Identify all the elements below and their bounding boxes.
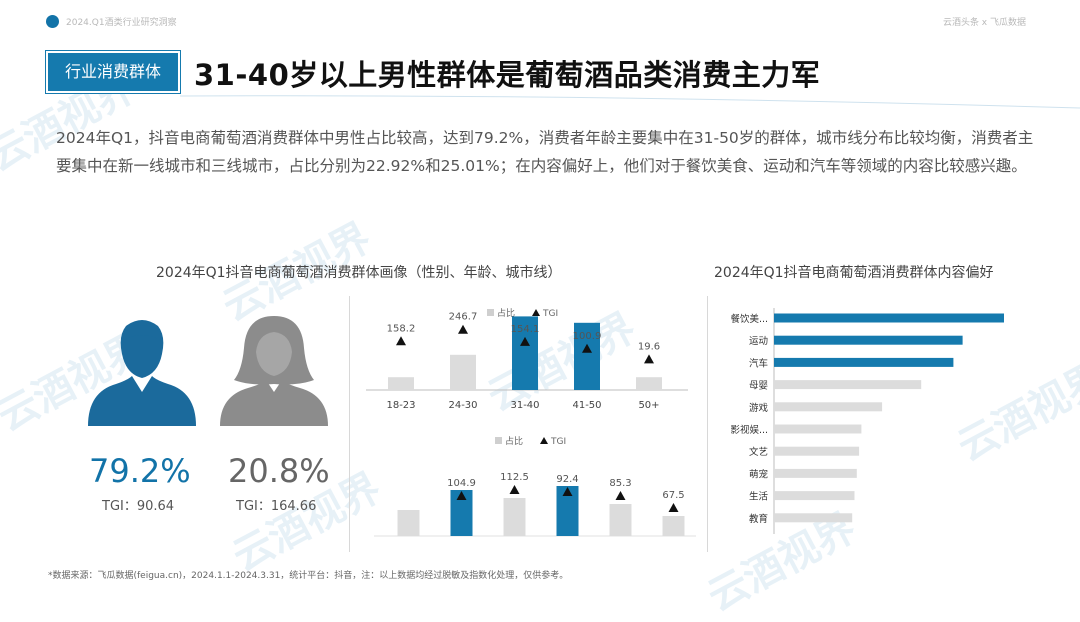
source-footnote: *数据来源：飞瓜数据(feigua.cn)，2024.1.1-2024.3.31…: [48, 571, 569, 581]
tgi-label-city-1: 104.9: [447, 478, 476, 489]
female-user-icon: [220, 316, 328, 426]
x-tick-age-31-40: 31-40: [510, 400, 539, 411]
male-tgi-value: TGI：90.64: [102, 499, 175, 514]
bar-age-50+: [636, 377, 662, 390]
bar-city-3: [556, 486, 579, 536]
left-chart-title: 2024年Q1抖音电商葡萄酒消费群体画像（性别、年龄、城市线）: [156, 265, 562, 281]
report-name: 2024.Q1酒类行业研究洞察: [66, 18, 177, 28]
x-tick-age-18-23: 18-23: [386, 400, 415, 411]
tgi-label-city-5: 67.5: [662, 490, 684, 501]
x-tick-age-41-50: 41-50: [572, 400, 601, 411]
bar-age-24-30: [450, 354, 476, 390]
bar-interest-3: [774, 380, 922, 390]
tgi-marker-age-41-50: [582, 343, 592, 353]
divider: [707, 296, 708, 552]
bar-interest-0: [774, 313, 1004, 323]
bar-city-1: [450, 490, 473, 536]
bar-city-4: [609, 504, 632, 536]
legend-marker-tgi: [540, 437, 548, 444]
bar-interest-6: [774, 446, 860, 456]
y-tick-3: 母婴: [749, 381, 768, 392]
tgi-label-city-2: 112.5: [500, 472, 529, 483]
tgi-marker-city-2: [509, 485, 520, 494]
tgi-label-age-41-50: 100.9: [573, 331, 602, 342]
legend-label-tgi: TGI: [542, 309, 558, 319]
tgi-marker-age-31-40: [520, 336, 530, 346]
tgi-label-age-18-23: 158.2: [387, 323, 416, 334]
summary-text: 2024年Q1，抖音电商葡萄酒消费群体中男性占比较高，达到79.2%，消费者年龄…: [56, 129, 1034, 175]
bar-interest-5: [774, 424, 862, 434]
female-share-value: 20.8%: [228, 452, 330, 490]
headline-rule: [0, 93, 1080, 109]
tgi-label-age-31-40: 154.1: [511, 324, 540, 335]
tgi-marker-city-5: [668, 503, 679, 512]
y-tick-8: 生活: [749, 491, 769, 503]
y-tick-2: 汽车: [749, 357, 768, 369]
y-tick-0: 餐饮美...: [730, 313, 768, 325]
tgi-marker-city-4: [615, 491, 626, 500]
male-share-value: 79.2%: [89, 452, 191, 490]
y-tick-4: 游戏: [749, 402, 769, 414]
tgi-label-city-4: 85.3: [609, 478, 631, 489]
legend-swatch-share: [487, 309, 494, 316]
bar-age-18-23: [388, 377, 414, 390]
y-tick-1: 运动: [749, 336, 768, 347]
bar-age-41-50: [574, 322, 600, 390]
section-tag: 行业消费群体: [48, 53, 178, 91]
bar-interest-8: [774, 491, 855, 501]
divider: [349, 296, 350, 552]
bar-age-31-40: [512, 316, 538, 390]
bar-interest-1: [774, 335, 963, 345]
x-tick-age-50+: 50+: [638, 400, 659, 411]
legend-swatch-share: [495, 437, 502, 444]
tgi-marker-age-18-23: [396, 336, 406, 346]
tgi-marker-city-3: [562, 487, 573, 496]
legend-marker-tgi: [532, 309, 540, 316]
legend-label-tgi: TGI: [550, 437, 566, 447]
logo-icon: [46, 15, 59, 28]
city-tier-chart: 占比 TGI 104.9 112.5 92.4 85.3 67.5: [374, 435, 696, 537]
brand-credits: 云酒头条 x 飞瓜数据: [942, 18, 1026, 28]
legend-label-share: 占比: [497, 307, 515, 319]
bar-interest-2: [774, 357, 954, 367]
tgi-marker-age-24-30: [458, 324, 468, 334]
bar-city-0: [397, 510, 420, 536]
bar-interest-9: [774, 513, 853, 523]
tgi-label-city-3: 92.4: [556, 474, 578, 485]
page-title: 31-40岁以上男性群体是葡萄酒品类消费主力军: [194, 58, 821, 92]
tgi-marker-city-1: [456, 491, 467, 500]
tgi-label-age-50+: 19.6: [638, 341, 660, 352]
y-tick-9: 教育: [749, 513, 768, 525]
female-tgi-value: TGI：164.66: [236, 499, 317, 514]
tgi-label-age-24-30: 246.7: [449, 312, 478, 323]
right-chart-title: 2024年Q1抖音电商葡萄酒消费群体内容偏好: [714, 265, 994, 281]
bar-city-2: [503, 498, 526, 536]
y-tick-7: 萌宠: [749, 468, 769, 480]
bar-interest-7: [774, 468, 857, 478]
x-tick-age-24-30: 24-30: [448, 400, 477, 411]
tgi-marker-age-50+: [644, 354, 654, 364]
bar-city-5: [662, 516, 685, 536]
y-tick-6: 文艺: [749, 446, 768, 458]
legend-label-share: 占比: [505, 435, 523, 447]
y-tick-5: 影视娱...: [730, 424, 768, 436]
male-user-icon: [88, 320, 196, 426]
age-distribution-chart: 占比 TGI 158.2 18-23 246.7 24-30 154.1 31-40 100.9…: [366, 307, 688, 411]
bar-interest-4: [774, 402, 883, 412]
